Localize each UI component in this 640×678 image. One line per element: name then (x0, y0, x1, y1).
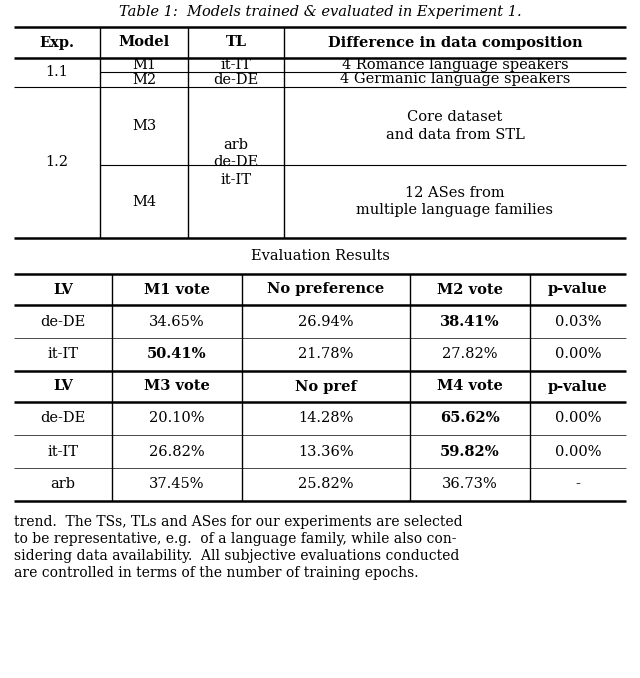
Text: 25.82%: 25.82% (298, 477, 354, 492)
Text: 26.94%: 26.94% (298, 315, 354, 329)
Text: 0.00%: 0.00% (555, 445, 601, 458)
Text: 26.82%: 26.82% (149, 445, 205, 458)
Text: M2 vote: M2 vote (437, 283, 503, 296)
Text: 20.10%: 20.10% (149, 412, 205, 426)
Text: 65.62%: 65.62% (440, 412, 500, 426)
Text: 13.36%: 13.36% (298, 445, 354, 458)
Text: M3 vote: M3 vote (144, 380, 210, 393)
Text: p-value: p-value (548, 283, 608, 296)
Text: TL: TL (225, 35, 246, 49)
Text: M4: M4 (132, 195, 156, 209)
Text: No preference: No preference (268, 283, 385, 296)
Text: are controlled in terms of the number of training epochs.: are controlled in terms of the number of… (14, 566, 419, 580)
Text: 4 Romance language speakers: 4 Romance language speakers (342, 58, 568, 72)
Text: M2: M2 (132, 73, 156, 87)
Text: 59.82%: 59.82% (440, 445, 500, 458)
Text: it-IT: it-IT (47, 445, 79, 458)
Text: Exp.: Exp. (40, 35, 74, 49)
Text: arb: arb (51, 477, 76, 492)
Text: 12 ASes from
multiple language families: 12 ASes from multiple language families (356, 186, 554, 217)
Text: LV: LV (53, 380, 73, 393)
Text: 1.2: 1.2 (45, 155, 68, 170)
Text: 38.41%: 38.41% (440, 315, 500, 329)
Text: 27.82%: 27.82% (442, 348, 498, 361)
Text: arb
de-DE
it-IT: arb de-DE it-IT (213, 138, 259, 187)
Text: de-DE: de-DE (40, 315, 86, 329)
Text: de-DE: de-DE (213, 73, 259, 87)
Text: it-IT: it-IT (221, 58, 252, 72)
Text: 1.1: 1.1 (45, 66, 68, 79)
Text: 14.28%: 14.28% (298, 412, 354, 426)
Text: de-DE: de-DE (40, 412, 86, 426)
Text: 34.65%: 34.65% (149, 315, 205, 329)
Text: M1 vote: M1 vote (144, 283, 210, 296)
Text: M4 vote: M4 vote (437, 380, 503, 393)
Text: 4 Germanic language speakers: 4 Germanic language speakers (340, 73, 570, 87)
Text: M1: M1 (132, 58, 156, 72)
Text: Core dataset
and data from STL: Core dataset and data from STL (385, 111, 524, 142)
Text: 0.03%: 0.03% (555, 315, 601, 329)
Text: p-value: p-value (548, 380, 608, 393)
Text: 50.41%: 50.41% (147, 348, 207, 361)
Text: M3: M3 (132, 119, 156, 133)
Text: Evaluation Results: Evaluation Results (251, 249, 389, 263)
Text: LV: LV (53, 283, 73, 296)
Text: 0.00%: 0.00% (555, 412, 601, 426)
Text: trend.  The TSs, TLs and ASes for our experiments are selected: trend. The TSs, TLs and ASes for our exp… (14, 515, 463, 529)
Text: to be representative, e.g.  of a language family, while also con-: to be representative, e.g. of a language… (14, 532, 456, 546)
Text: Table 1:  Models trained & evaluated in Experiment 1.: Table 1: Models trained & evaluated in E… (118, 5, 522, 19)
Text: 37.45%: 37.45% (149, 477, 205, 492)
Text: Model: Model (118, 35, 170, 49)
Text: it-IT: it-IT (47, 348, 79, 361)
Text: 0.00%: 0.00% (555, 348, 601, 361)
Text: 36.73%: 36.73% (442, 477, 498, 492)
Text: sidering data availability.  All subjective evaluations conducted: sidering data availability. All subjecti… (14, 549, 460, 563)
Text: No pref: No pref (295, 380, 357, 393)
Text: Difference in data composition: Difference in data composition (328, 35, 582, 49)
Text: -: - (575, 477, 580, 492)
Text: 21.78%: 21.78% (298, 348, 354, 361)
